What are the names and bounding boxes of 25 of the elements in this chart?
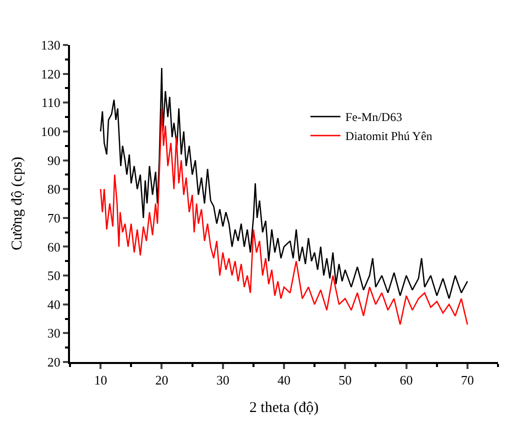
x-tick-label: 20: [155, 372, 168, 388]
y-tick-label: 60: [47, 239, 60, 254]
x-tick-label: 70: [460, 372, 474, 388]
y-tick-label: 130: [40, 38, 60, 53]
x-axis-title: 2 theta (độ): [249, 400, 319, 416]
x-tick-label: 60: [400, 372, 413, 388]
y-tick-label: 120: [40, 66, 60, 82]
line-series: [100, 108, 468, 326]
legend-label: Diatomit Phú Yên: [345, 129, 432, 144]
y-tick-label: 110: [41, 95, 60, 110]
y-tick-label: 100: [40, 124, 60, 139]
y-axis-title: Cường độ (cps): [10, 156, 26, 250]
line-series: [100, 67, 468, 300]
y-tick-label: 40: [47, 296, 60, 312]
y-tick-label: 90: [47, 152, 60, 168]
y-tick-label: 20: [47, 354, 60, 370]
x-tick-label: 50: [338, 372, 352, 388]
x-tick-label: 10: [94, 372, 108, 388]
y-tick-label: 50: [47, 268, 60, 284]
y-tick-label: 70: [47, 210, 60, 226]
x-tick-label: 40: [278, 372, 290, 388]
y-tick-label: 80: [47, 182, 60, 197]
legend-label: Fe-Mn/D63: [345, 110, 402, 124]
y-tick-label: 30: [47, 326, 60, 341]
x-tick-label: 30: [216, 372, 230, 388]
